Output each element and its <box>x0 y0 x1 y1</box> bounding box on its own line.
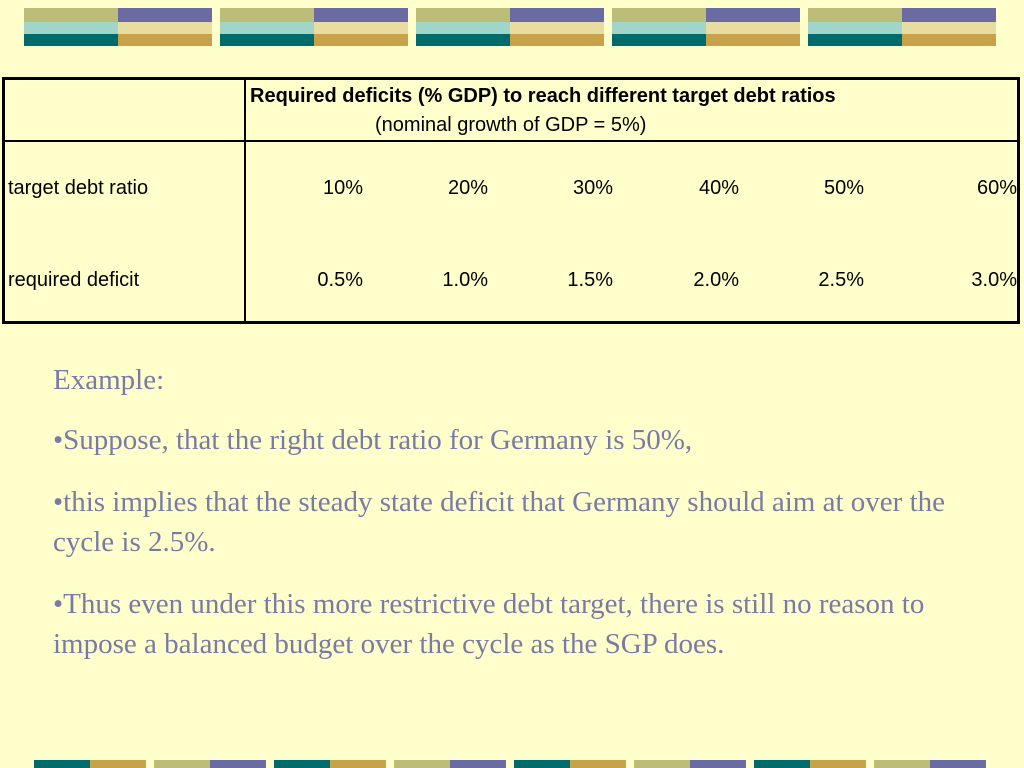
table-column-divider <box>244 80 246 321</box>
table-cell: 2.0% <box>693 269 739 291</box>
row-label-required-deficit: required deficit <box>8 269 140 291</box>
deco-block <box>808 8 996 46</box>
table-cell: 50% <box>823 177 864 199</box>
deco-block <box>416 8 604 46</box>
deficit-table: Required deficits (% GDP) to reach diffe… <box>2 77 1020 324</box>
table-cell: 40% <box>698 177 739 199</box>
deco-block <box>220 8 408 46</box>
table-cell: 1.5% <box>567 269 613 291</box>
deco-block <box>24 8 212 46</box>
slide-body-text: Example: •Suppose, that the right debt r… <box>53 360 1003 686</box>
bullet-paragraph: •Thus even under this more restrictive d… <box>53 588 925 660</box>
deco-block <box>612 8 800 46</box>
table-header-divider <box>5 140 1017 142</box>
top-decorative-band <box>24 8 1000 46</box>
bottom-decorative-band <box>34 760 1024 768</box>
table-cell: 3.0% <box>971 269 1017 291</box>
bullet-paragraph: •Suppose, that the right debt ratio for … <box>53 424 693 456</box>
row-label-target-debt-ratio: target debt ratio <box>8 177 149 199</box>
table-header-subtitle: (nominal growth of GDP = 5%) <box>375 114 647 136</box>
table-cell: 0.5% <box>317 269 363 291</box>
table-cell: 30% <box>572 177 613 199</box>
table-cell: 10% <box>322 177 363 199</box>
table-cell: 20% <box>447 177 488 199</box>
table-cell: 2.5% <box>818 269 864 291</box>
table-cell: 1.0% <box>442 269 488 291</box>
table-cell: 60% <box>976 177 1017 199</box>
example-heading: Example: <box>53 364 165 396</box>
table-header-title: Required deficits (% GDP) to reach diffe… <box>250 85 836 107</box>
bullet-paragraph: •this implies that the steady state defi… <box>53 486 946 558</box>
